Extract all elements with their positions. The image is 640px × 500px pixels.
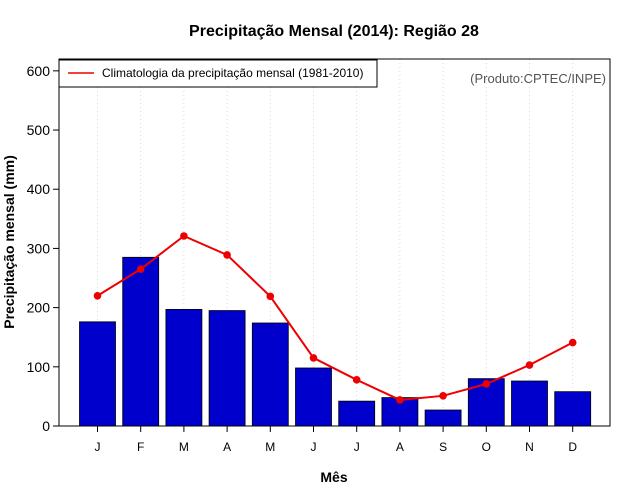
source-note: (Produto:CPTEC/INPE) <box>470 71 606 86</box>
bar-4 <box>208 310 246 427</box>
bar-12 <box>554 391 592 427</box>
x-tick-label: J <box>354 440 360 454</box>
bar-9 <box>424 409 462 427</box>
y-tick-label: 200 <box>27 300 51 316</box>
y-tick-label: 400 <box>27 181 51 197</box>
bar-6 <box>295 367 332 427</box>
bar-2 <box>122 256 160 427</box>
x-axis-label: Mês <box>320 469 347 485</box>
x-tick-label: J <box>95 440 101 454</box>
x-tick-label: A <box>223 440 231 454</box>
bar-1 <box>79 321 116 427</box>
climatology-point-11 <box>525 361 534 369</box>
bar-3 <box>165 308 203 427</box>
x-tick-label: N <box>525 440 534 454</box>
climatology-series-line <box>96 234 574 401</box>
climatology-point-3 <box>180 232 188 240</box>
climatology-line <box>93 232 577 404</box>
y-tick-label: 300 <box>27 240 51 256</box>
y-axis: 0 100 200 300 400 500 600 <box>27 63 59 434</box>
x-tick-label: O <box>482 440 491 454</box>
climatology-point-2 <box>136 265 145 273</box>
y-tick-label: 500 <box>27 122 51 138</box>
climatology-point-7 <box>352 376 361 384</box>
climatology-point-6 <box>309 354 318 362</box>
bars <box>79 256 592 427</box>
legend: Climatologia da precipitação mensal (198… <box>58 59 378 88</box>
x-tick-label: M <box>265 440 275 454</box>
y-axis-label: Precipitação mensal (mm) <box>1 155 17 329</box>
plot-frame <box>58 58 611 427</box>
climatology-point-12 <box>568 338 577 347</box>
x-tick-label: J <box>311 440 317 454</box>
climatology-point-4 <box>223 251 231 259</box>
x-tick-label: A <box>396 440 404 454</box>
climatology-point-10 <box>482 380 491 388</box>
y-tick-label: 0 <box>42 418 50 434</box>
chart-title: Precipitação Mensal (2014): Região 28 <box>189 23 479 40</box>
climatology-point-8 <box>396 396 404 404</box>
x-tick-label: S <box>439 440 447 454</box>
bar-11 <box>511 380 548 427</box>
legend-label-climatology: Climatologia da precipitação mensal (198… <box>102 66 363 80</box>
x-tick-label: D <box>568 440 577 454</box>
x-tick-label: M <box>179 440 189 454</box>
climatology-point-1 <box>93 291 102 300</box>
climatology-point-9 <box>439 392 447 400</box>
bar-5 <box>251 322 289 427</box>
climatology-point-5 <box>266 292 275 301</box>
x-tick-label: F <box>137 440 144 454</box>
legend-box <box>58 59 378 88</box>
y-tick-label: 100 <box>27 359 51 375</box>
bar-7 <box>338 400 376 427</box>
y-tick-label: 600 <box>27 63 51 79</box>
